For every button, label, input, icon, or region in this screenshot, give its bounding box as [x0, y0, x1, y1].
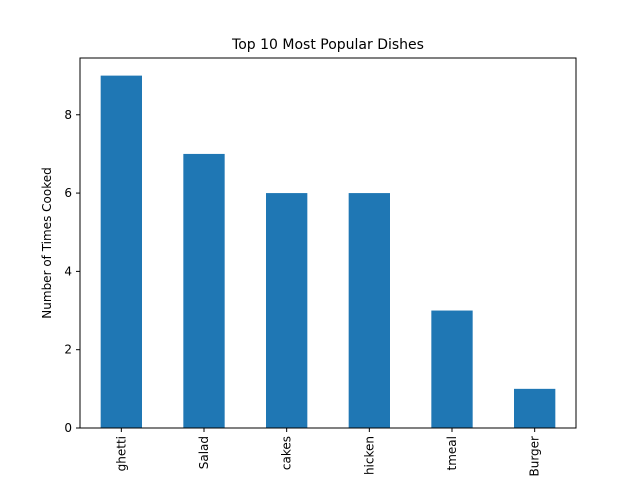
x-ticks-group: ghetti Salad cakes hicken tmeal Burger: [114, 428, 542, 477]
y-axis-label: Number of Times Cooked: [40, 167, 54, 318]
y-tick-label: 6: [64, 186, 72, 200]
bar-5: [431, 310, 473, 428]
x-tick-label: ghetti: [114, 436, 128, 471]
bar-6: [514, 388, 556, 428]
y-tick-label: 0: [64, 421, 72, 435]
x-tick-label: Burger: [528, 436, 542, 477]
bars-group: [100, 75, 556, 429]
bar-1: [100, 75, 142, 428]
y-tick-label: 8: [64, 108, 72, 122]
bar-4: [348, 193, 390, 428]
plot-frame: [79, 57, 577, 429]
y-tick-label: 4: [64, 264, 72, 278]
x-tick-label: tmeal: [445, 436, 459, 470]
bar-3: [266, 193, 308, 428]
x-tick-label: Salad: [197, 436, 211, 469]
bar-2: [183, 153, 225, 429]
x-tick-label: cakes: [280, 436, 294, 470]
y-ticks-group: 0 2 4 6 8: [64, 108, 80, 435]
y-tick-label: 2: [64, 343, 72, 357]
x-tick-label: hicken: [362, 436, 376, 475]
chart-title: Top 10 Most Popular Dishes: [231, 37, 424, 53]
